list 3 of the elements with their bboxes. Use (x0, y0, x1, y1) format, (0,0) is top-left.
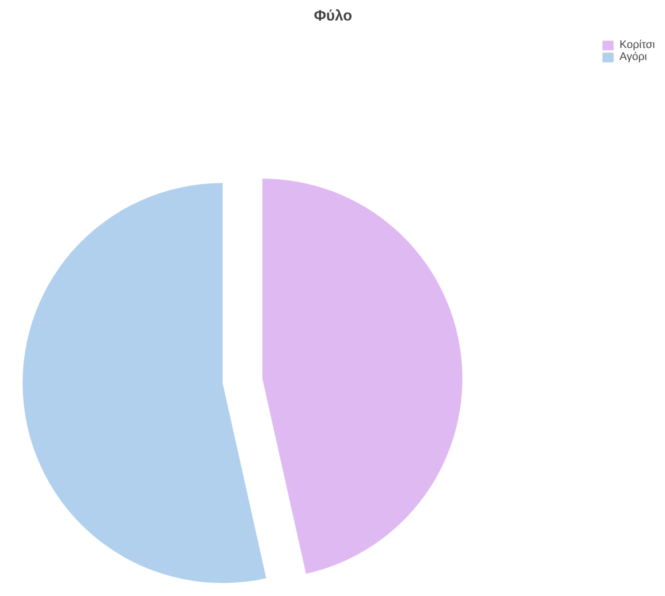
legend-label: Κορίτσι (620, 39, 655, 51)
chart-title: Φύλο (314, 8, 352, 24)
legend-label: Αγόρι (620, 51, 648, 63)
